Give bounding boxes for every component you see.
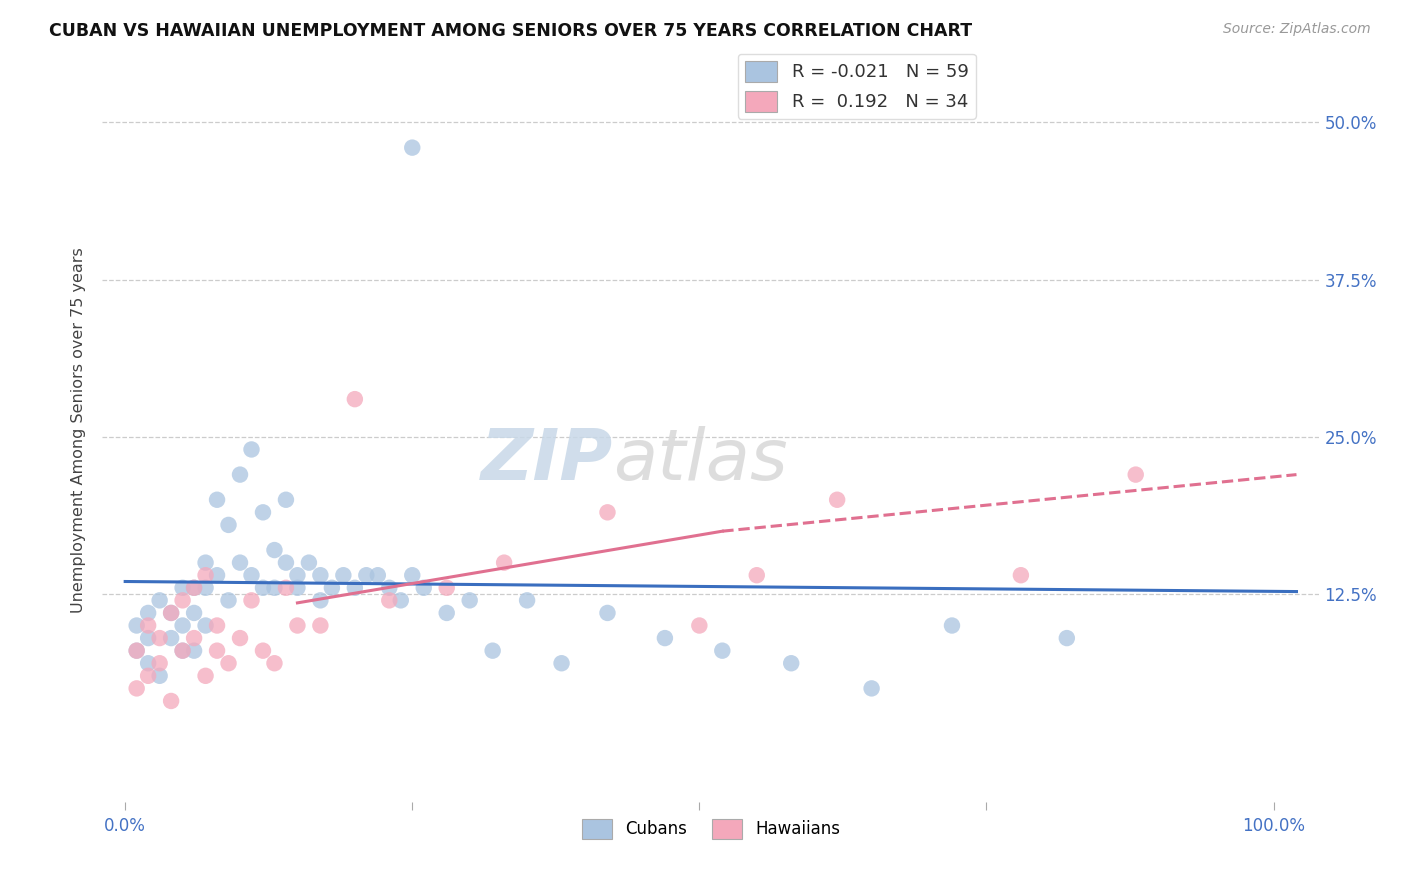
- Point: [160, 606, 183, 620]
- Text: ZIP: ZIP: [481, 425, 613, 495]
- Point: [205, 568, 228, 582]
- Point: [172, 643, 194, 657]
- Point: [252, 643, 274, 657]
- Point: [941, 618, 963, 632]
- Point: [252, 505, 274, 519]
- Point: [343, 392, 366, 406]
- Point: [1056, 631, 1078, 645]
- Point: [263, 657, 285, 671]
- Point: [516, 593, 538, 607]
- Point: [263, 543, 285, 558]
- Point: [149, 657, 172, 671]
- Point: [125, 618, 148, 632]
- Point: [321, 581, 343, 595]
- Point: [309, 568, 332, 582]
- Point: [860, 681, 883, 696]
- Point: [160, 606, 183, 620]
- Point: [596, 505, 619, 519]
- Point: [172, 593, 194, 607]
- Point: [183, 631, 205, 645]
- Point: [125, 681, 148, 696]
- Point: [654, 631, 676, 645]
- Point: [183, 581, 205, 595]
- Point: [356, 568, 378, 582]
- Point: [343, 581, 366, 595]
- Point: [205, 618, 228, 632]
- Point: [309, 593, 332, 607]
- Point: [711, 643, 734, 657]
- Point: [172, 618, 194, 632]
- Point: [229, 556, 252, 570]
- Point: [136, 606, 159, 620]
- Point: [481, 643, 503, 657]
- Point: [183, 581, 205, 595]
- Point: [287, 568, 309, 582]
- Point: [378, 581, 401, 595]
- Point: [136, 669, 159, 683]
- Point: [218, 517, 240, 532]
- Text: CUBAN VS HAWAIIAN UNEMPLOYMENT AMONG SENIORS OVER 75 YEARS CORRELATION CHART: CUBAN VS HAWAIIAN UNEMPLOYMENT AMONG SEN…: [49, 22, 973, 40]
- Point: [298, 556, 321, 570]
- Point: [194, 618, 217, 632]
- Point: [125, 643, 148, 657]
- Point: [274, 581, 297, 595]
- Point: [550, 657, 572, 671]
- Text: Source: ZipAtlas.com: Source: ZipAtlas.com: [1223, 22, 1371, 37]
- Point: [287, 581, 309, 595]
- Point: [149, 631, 172, 645]
- Point: [274, 492, 297, 507]
- Point: [136, 631, 159, 645]
- Point: [218, 657, 240, 671]
- Point: [745, 568, 768, 582]
- Point: [194, 669, 217, 683]
- Point: [172, 643, 194, 657]
- Point: [149, 669, 172, 683]
- Point: [205, 643, 228, 657]
- Point: [263, 581, 285, 595]
- Point: [332, 568, 354, 582]
- Point: [688, 618, 710, 632]
- Point: [218, 593, 240, 607]
- Point: [240, 442, 263, 457]
- Point: [494, 556, 516, 570]
- Text: atlas: atlas: [613, 425, 789, 495]
- Point: [194, 568, 217, 582]
- Point: [458, 593, 481, 607]
- Point: [240, 593, 263, 607]
- Point: [160, 694, 183, 708]
- Point: [160, 631, 183, 645]
- Point: [240, 568, 263, 582]
- Point: [194, 556, 217, 570]
- Legend: Cubans, Hawaiians: Cubans, Hawaiians: [575, 813, 846, 846]
- Point: [367, 568, 389, 582]
- Point: [252, 581, 274, 595]
- Point: [125, 643, 148, 657]
- Point: [825, 492, 848, 507]
- Point: [183, 606, 205, 620]
- Point: [183, 643, 205, 657]
- Point: [149, 593, 172, 607]
- Point: [229, 467, 252, 482]
- Point: [436, 581, 458, 595]
- Point: [401, 141, 423, 155]
- Point: [401, 568, 423, 582]
- Y-axis label: Unemployment Among Seniors over 75 years: Unemployment Among Seniors over 75 years: [72, 248, 86, 614]
- Point: [287, 618, 309, 632]
- Point: [309, 618, 332, 632]
- Point: [136, 618, 159, 632]
- Point: [1125, 467, 1147, 482]
- Point: [780, 657, 803, 671]
- Point: [389, 593, 412, 607]
- Point: [172, 581, 194, 595]
- Point: [412, 581, 434, 595]
- Point: [205, 492, 228, 507]
- Point: [136, 657, 159, 671]
- Point: [274, 556, 297, 570]
- Point: [194, 581, 217, 595]
- Point: [378, 593, 401, 607]
- Point: [229, 631, 252, 645]
- Point: [436, 606, 458, 620]
- Point: [1010, 568, 1032, 582]
- Point: [596, 606, 619, 620]
